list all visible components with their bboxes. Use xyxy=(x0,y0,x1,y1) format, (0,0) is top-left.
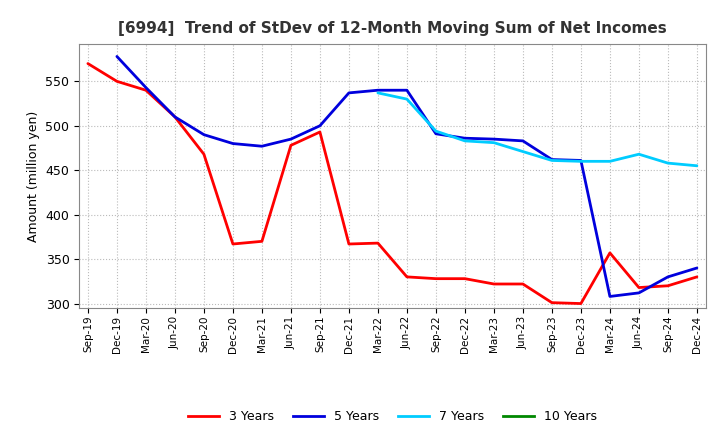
3 Years xyxy=(461,276,469,281)
3 Years xyxy=(606,250,614,256)
7 Years xyxy=(693,163,701,169)
5 Years xyxy=(518,138,527,143)
3 Years xyxy=(490,281,498,286)
5 Years xyxy=(287,136,295,142)
3 Years xyxy=(693,274,701,279)
5 Years xyxy=(171,114,179,120)
3 Years xyxy=(402,274,411,279)
3 Years xyxy=(548,300,557,305)
5 Years xyxy=(577,158,585,163)
5 Years xyxy=(142,85,150,90)
7 Years xyxy=(664,161,672,166)
3 Years xyxy=(199,152,208,157)
3 Years xyxy=(374,241,382,246)
3 Years xyxy=(112,79,121,84)
3 Years xyxy=(142,88,150,93)
3 Years xyxy=(518,281,527,286)
5 Years xyxy=(345,90,354,95)
3 Years xyxy=(664,283,672,288)
7 Years xyxy=(634,152,643,157)
Legend: 3 Years, 5 Years, 7 Years, 10 Years: 3 Years, 5 Years, 7 Years, 10 Years xyxy=(183,406,602,429)
5 Years xyxy=(112,54,121,59)
7 Years xyxy=(490,140,498,145)
5 Years xyxy=(693,265,701,271)
3 Years xyxy=(315,129,324,135)
5 Years xyxy=(490,136,498,142)
3 Years xyxy=(287,143,295,148)
5 Years xyxy=(634,290,643,296)
5 Years xyxy=(606,294,614,299)
7 Years xyxy=(577,159,585,164)
3 Years xyxy=(345,242,354,247)
5 Years xyxy=(548,157,557,162)
7 Years xyxy=(548,158,557,163)
3 Years xyxy=(634,285,643,290)
7 Years xyxy=(518,149,527,154)
3 Years xyxy=(171,114,179,120)
Y-axis label: Amount (million yen): Amount (million yen) xyxy=(27,110,40,242)
3 Years xyxy=(577,301,585,306)
5 Years xyxy=(431,131,440,136)
3 Years xyxy=(228,242,237,247)
5 Years xyxy=(315,123,324,128)
5 Years xyxy=(374,88,382,93)
7 Years xyxy=(461,138,469,143)
7 Years xyxy=(374,90,382,95)
3 Years xyxy=(84,61,92,66)
7 Years xyxy=(402,96,411,102)
5 Years xyxy=(228,141,237,146)
Line: 3 Years: 3 Years xyxy=(88,63,697,304)
Line: 5 Years: 5 Years xyxy=(117,56,697,297)
5 Years xyxy=(664,274,672,279)
5 Years xyxy=(461,136,469,141)
5 Years xyxy=(199,132,208,137)
3 Years xyxy=(258,238,266,244)
5 Years xyxy=(258,143,266,149)
Line: 7 Years: 7 Years xyxy=(378,93,697,166)
Title: [6994]  Trend of StDev of 12-Month Moving Sum of Net Incomes: [6994] Trend of StDev of 12-Month Moving… xyxy=(118,21,667,36)
5 Years xyxy=(402,88,411,93)
3 Years xyxy=(431,276,440,281)
7 Years xyxy=(606,159,614,164)
7 Years xyxy=(431,128,440,134)
